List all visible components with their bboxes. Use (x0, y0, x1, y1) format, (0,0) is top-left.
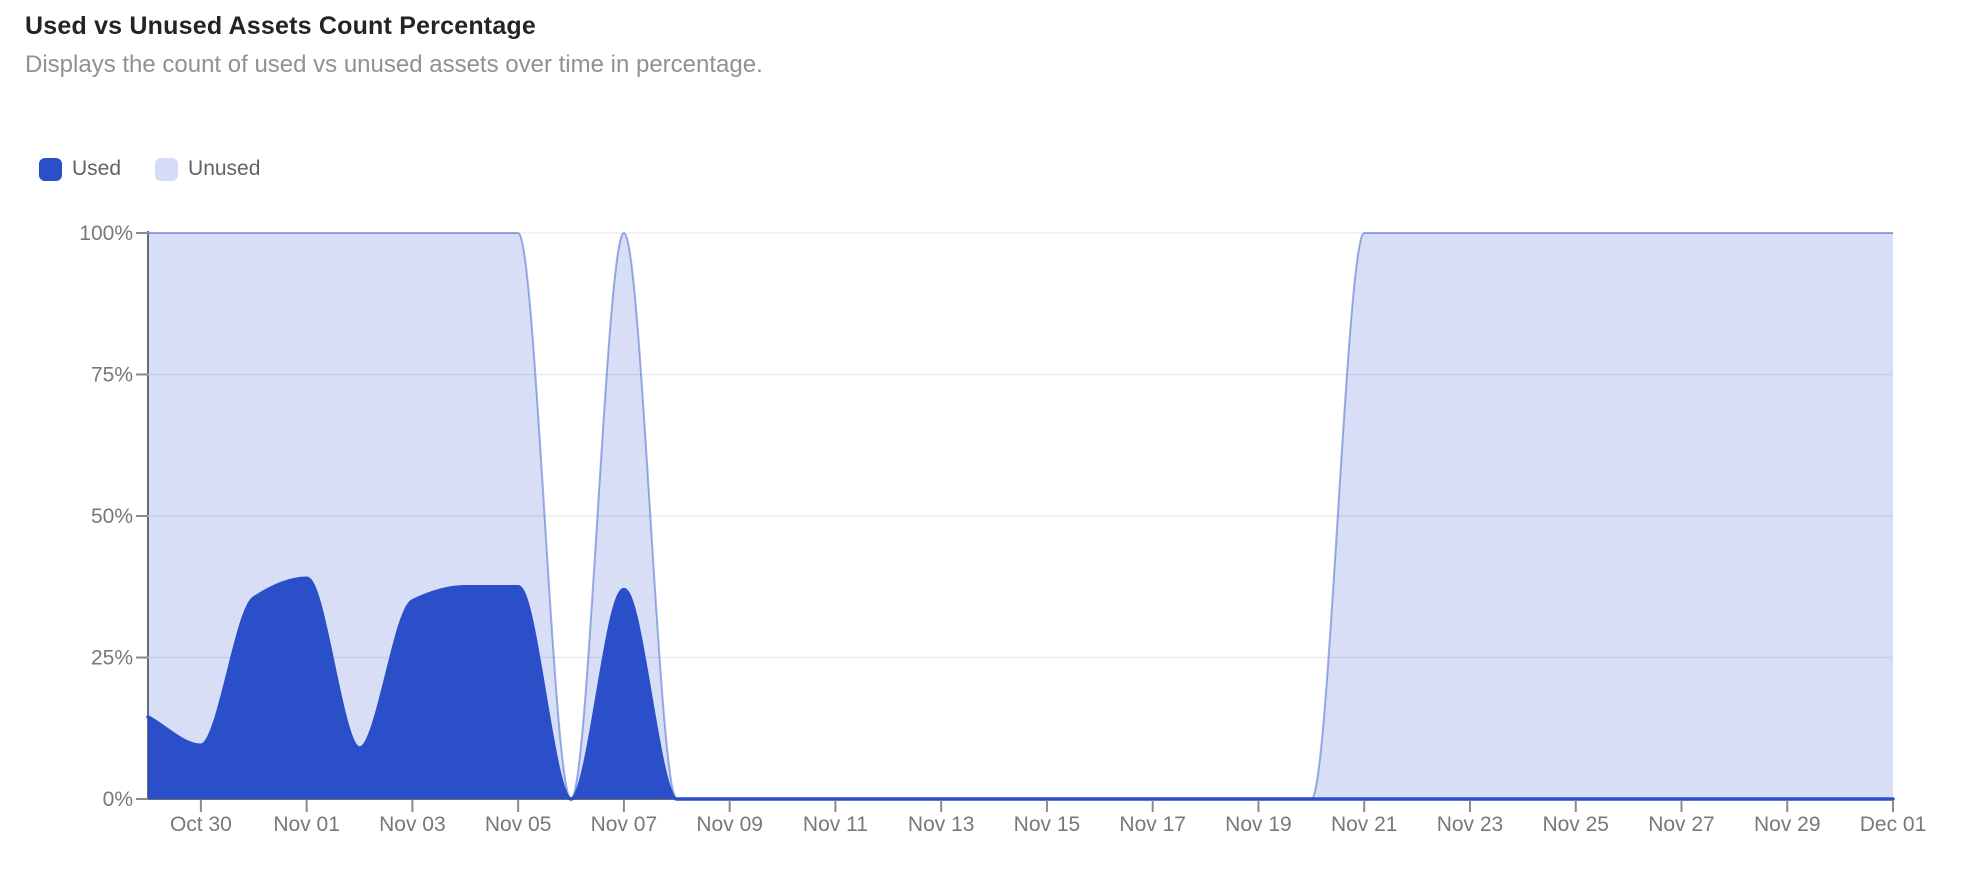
x-axis-labels: Oct 30 Nov 01 Nov 03 Nov 05 Nov 07 Nov 09 Nov … (170, 813, 1926, 836)
x-axis-tick-label: Nov 25 (1542, 813, 1609, 836)
axis-ticks (136, 232, 1894, 812)
x-axis-tick-label: Nov 29 (1754, 813, 1821, 836)
x-axis-tick-label: Nov 07 (591, 813, 658, 836)
x-axis-tick-label: Oct 30 (170, 813, 232, 836)
x-axis-tick-label: Nov 03 (379, 813, 446, 836)
x-axis-tick-label: Nov 19 (1225, 813, 1292, 836)
x-axis-tick-label: Nov 27 (1648, 813, 1715, 836)
legend-item-used[interactable]: Used (39, 157, 121, 181)
x-axis-tick-label: Nov 13 (908, 813, 975, 836)
unused-swatch-icon (155, 157, 179, 181)
y-axis-tick-label: 0% (103, 788, 133, 811)
used-area-fill (148, 578, 1893, 799)
chart-header: Used vs Unused Assets Count Percentage D… (25, 12, 763, 79)
x-axis-tick-label: Dec 01 (1860, 813, 1927, 836)
y-axis-tick-label: 50% (91, 505, 133, 528)
x-axis-tick-label: Nov 11 (803, 813, 868, 836)
x-axis-tick-label: Nov 05 (485, 813, 552, 836)
x-axis-tick-label: Nov 23 (1437, 813, 1504, 836)
y-axis-tick-label: 100% (79, 222, 133, 245)
used-swatch-icon (39, 157, 62, 181)
chart-subtitle: Displays the count of used vs unused ass… (25, 51, 763, 78)
x-axis-tick-label: Nov 09 (696, 813, 763, 836)
x-axis-tick-label: Nov 01 (273, 813, 340, 836)
y-axis-tick-label: 25% (91, 647, 133, 670)
chart-title: Used vs Unused Assets Count Percentage (25, 12, 536, 40)
used-series-area (146, 576, 1895, 801)
x-axis-tick-label: Nov 15 (1014, 813, 1081, 836)
chart-legend: Used Unused (39, 157, 260, 181)
legend-label-used: Used (72, 157, 122, 180)
y-axis-tick-label: 75% (91, 364, 133, 387)
x-axis-tick-label: Nov 21 (1331, 813, 1398, 836)
y-axis-labels: 0% 25% 50% 75% 100% (79, 222, 133, 811)
legend-label-unused: Unused (188, 157, 261, 180)
x-axis-tick-label: Nov 17 (1119, 813, 1186, 836)
used-area-line (146, 576, 1895, 801)
legend-item-unused[interactable]: Unused (155, 157, 260, 181)
unused-area-fill (148, 233, 1893, 799)
